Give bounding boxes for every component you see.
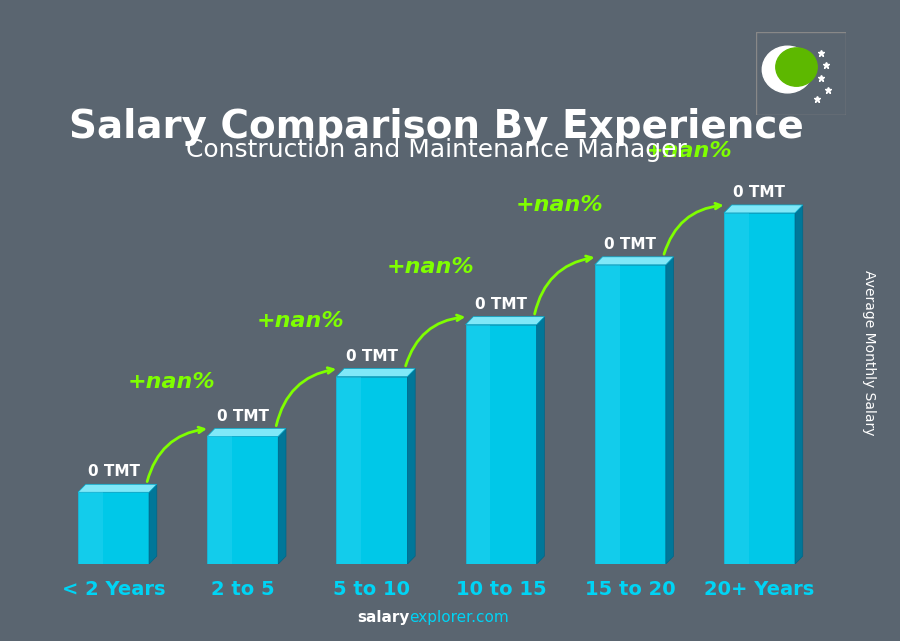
Polygon shape: [465, 324, 491, 564]
Text: Construction and Maintenance Manager: Construction and Maintenance Manager: [186, 138, 687, 162]
Polygon shape: [149, 484, 157, 564]
Polygon shape: [595, 257, 673, 265]
Polygon shape: [207, 428, 286, 437]
Text: 0 TMT: 0 TMT: [217, 408, 269, 424]
Circle shape: [776, 48, 817, 87]
Text: < 2 Years: < 2 Years: [62, 580, 166, 599]
Text: 0 TMT: 0 TMT: [475, 297, 527, 312]
Polygon shape: [78, 492, 103, 564]
Polygon shape: [724, 213, 749, 564]
Polygon shape: [595, 265, 619, 564]
Text: 15 to 20: 15 to 20: [585, 580, 676, 599]
Text: 10 to 15: 10 to 15: [455, 580, 546, 599]
Polygon shape: [465, 324, 536, 564]
Text: 0 TMT: 0 TMT: [87, 465, 140, 479]
Polygon shape: [337, 376, 408, 564]
Text: salary: salary: [357, 610, 410, 625]
Polygon shape: [724, 213, 795, 564]
Text: +nan%: +nan%: [257, 311, 345, 331]
Polygon shape: [337, 369, 415, 376]
Text: Salary Comparison By Experience: Salary Comparison By Experience: [69, 108, 804, 146]
Polygon shape: [795, 205, 803, 564]
Polygon shape: [465, 317, 544, 324]
Polygon shape: [78, 492, 149, 564]
Polygon shape: [408, 369, 415, 564]
Polygon shape: [337, 376, 361, 564]
Text: +nan%: +nan%: [516, 195, 603, 215]
Text: +nan%: +nan%: [386, 257, 474, 277]
Polygon shape: [207, 437, 278, 564]
Text: +nan%: +nan%: [128, 372, 215, 392]
Text: 2 to 5: 2 to 5: [211, 580, 274, 599]
Text: explorer.com: explorer.com: [410, 610, 509, 625]
Text: 0 TMT: 0 TMT: [346, 349, 398, 363]
Polygon shape: [536, 317, 544, 564]
Text: Average Monthly Salary: Average Monthly Salary: [861, 270, 876, 435]
Text: +nan%: +nan%: [644, 141, 733, 161]
Text: 5 to 10: 5 to 10: [333, 580, 410, 599]
Text: 0 TMT: 0 TMT: [734, 185, 786, 200]
Polygon shape: [595, 265, 666, 564]
Text: 20+ Years: 20+ Years: [705, 580, 814, 599]
Polygon shape: [207, 437, 232, 564]
Text: 0 TMT: 0 TMT: [604, 237, 656, 252]
Polygon shape: [724, 205, 803, 213]
Polygon shape: [78, 484, 157, 492]
Circle shape: [762, 46, 813, 93]
Polygon shape: [278, 428, 286, 564]
Polygon shape: [666, 257, 673, 564]
